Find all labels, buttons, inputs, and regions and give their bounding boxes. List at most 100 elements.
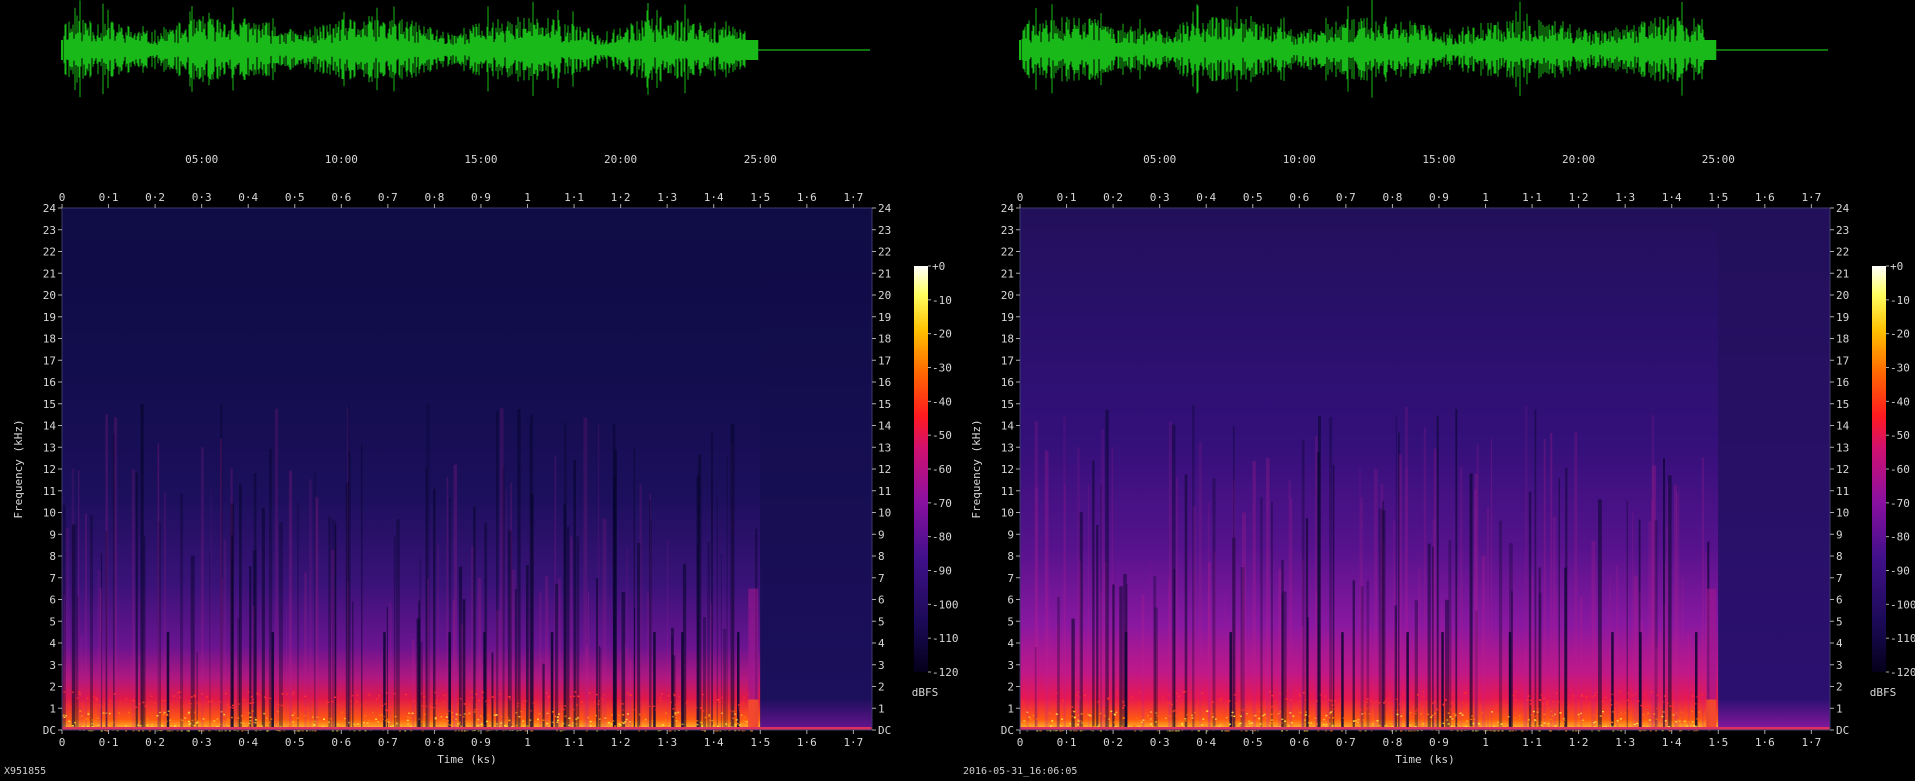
- spectrogram-streak: [1524, 405, 1528, 730]
- spectrogram-speck: [1168, 702, 1171, 704]
- spectrogram-gap: [550, 632, 554, 730]
- spectrogram-speck: [699, 707, 702, 709]
- spectrogram-speck: [1049, 712, 1052, 714]
- spectrogram-speck: [353, 730, 356, 732]
- spectrogram-streak: [1674, 484, 1677, 730]
- spectrogram-speck: [1304, 719, 1307, 721]
- spectrogram-speck: [1330, 710, 1333, 713]
- spectrogram-speck: [1447, 712, 1450, 714]
- spectrogram-speck: [499, 693, 502, 695]
- spectrogram-speck: [1299, 711, 1302, 714]
- spectrogram-streak: [1102, 625, 1105, 730]
- spectrogram-speck: [1083, 694, 1086, 697]
- y-tick-label-right: 16: [1836, 376, 1849, 389]
- spectrogram-speck: [303, 708, 306, 710]
- y-tick-label-left: 1: [1007, 702, 1014, 715]
- spectrogram-speck: [1206, 710, 1209, 712]
- spectrogram-speck: [626, 713, 629, 715]
- spectrogram-speck: [1556, 725, 1559, 727]
- spectrogram-streak: [249, 566, 252, 730]
- spectrogram-speck: [1646, 725, 1649, 728]
- spectrogram-streak: [425, 467, 428, 730]
- spectrogram-speck: [240, 722, 243, 724]
- x-tick-label-top: 0·5: [285, 191, 305, 204]
- spectrogram-streak: [1315, 435, 1318, 730]
- y-tick-label-left: 4: [49, 637, 56, 650]
- spectrogram-speck: [1697, 706, 1700, 709]
- spectrogram-speck: [1258, 711, 1261, 713]
- x-tick-label-top: 1: [1482, 191, 1489, 204]
- timecode-label: 05:00: [1143, 153, 1176, 166]
- spectrogram-speck: [1213, 725, 1216, 728]
- spectrogram-speck: [546, 712, 549, 715]
- spectrogram-speck: [571, 725, 574, 727]
- spectrogram-speck: [176, 730, 179, 732]
- spectrogram-speck: [564, 705, 567, 707]
- spectrogram-speck: [86, 725, 89, 728]
- spectrogram-speck: [532, 702, 535, 704]
- spectrogram-speck: [1693, 725, 1696, 727]
- spectrogram-streak: [1208, 562, 1211, 730]
- spectrogram-streak: [1456, 586, 1458, 730]
- spectrogram-speck: [463, 730, 466, 732]
- y-tick-label-right: 7: [878, 572, 885, 585]
- spectrogram-speck: [329, 718, 332, 720]
- spectrogram-speck: [1059, 725, 1062, 727]
- spectrogram-speck: [643, 721, 646, 723]
- spectrogram-speck: [78, 693, 81, 696]
- spectrogram-speck: [229, 706, 232, 709]
- spectrogram-speck: [133, 700, 135, 702]
- spectrogram-streak: [1474, 610, 1478, 730]
- y-tick-label-right: 7: [1836, 572, 1843, 585]
- spectrogram-streak: [576, 536, 580, 730]
- y-tick-label-left: 11: [1001, 485, 1014, 498]
- spectrogram-speck: [1332, 717, 1334, 719]
- spectrogram-speck: [1387, 697, 1390, 699]
- spectrogram-speck: [289, 724, 292, 727]
- spectrogram-streak: [711, 433, 713, 730]
- spectrogram-speck: [313, 723, 316, 725]
- spectrogram-speck: [216, 726, 219, 728]
- spectrogram-streak: [1405, 468, 1408, 730]
- spectrogram-speck: [738, 706, 741, 709]
- spectrogram-speck: [1431, 702, 1434, 704]
- spectrogram-speck: [208, 700, 211, 703]
- spectrogram-speck: [1310, 722, 1312, 724]
- spectrogram-speck: [375, 718, 378, 720]
- spectrogram-speck: [460, 725, 463, 727]
- spectrogram-gap: [653, 632, 656, 730]
- colorbar-tick-label: -30: [1890, 362, 1910, 375]
- y-tick-label-left: 15: [1001, 398, 1014, 411]
- colorbar-unit: dBFS: [1870, 686, 1897, 699]
- spectrogram-speck: [1035, 726, 1038, 728]
- spectrogram-streak: [1550, 432, 1553, 730]
- spectrogram-streak: [105, 531, 108, 730]
- spectrogram-speck: [629, 721, 631, 723]
- spectrogram-speck: [1158, 721, 1161, 724]
- spectrogram-speck: [366, 722, 369, 724]
- spectrogram-streak: [1154, 607, 1158, 730]
- spectrogram-speck: [394, 715, 397, 718]
- y-tick-label-left: 23: [43, 224, 56, 237]
- spectrogram-speck: [161, 724, 164, 727]
- x-axis-label: Time (ks): [437, 753, 497, 766]
- spectrogram-speck: [1262, 715, 1265, 717]
- spectrogram-speck: [308, 723, 311, 725]
- spectrogram-speck: [457, 729, 460, 732]
- spectrogram-speck: [1587, 704, 1590, 707]
- spectrogram-speck: [458, 723, 461, 726]
- spectrogram-speck: [378, 714, 381, 717]
- spectrogram-speck: [224, 720, 227, 723]
- spectrogram-speck: [166, 729, 169, 732]
- spectrogram-speck: [455, 713, 458, 716]
- spectrogram-speck: [1620, 729, 1623, 732]
- spectrogram-speck: [292, 729, 295, 732]
- spectrogram-speck: [1580, 712, 1582, 715]
- spectrogram-speck: [708, 715, 711, 718]
- spectrogram-speck: [1284, 720, 1287, 722]
- spectrogram-speck: [253, 717, 256, 719]
- spectrogram-speck: [1289, 712, 1292, 714]
- y-tick-label-right: 5: [878, 615, 885, 628]
- spectrogram-speck: [344, 717, 346, 720]
- spectrogram-speck: [596, 729, 599, 732]
